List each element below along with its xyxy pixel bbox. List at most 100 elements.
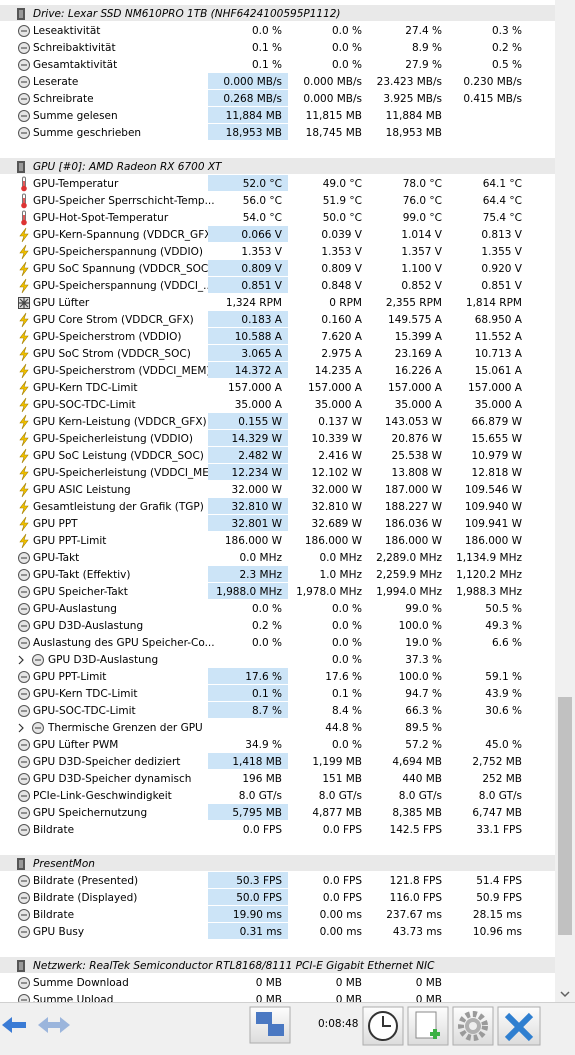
sensor-value: 32.689 W	[312, 518, 363, 530]
icon-fan	[18, 297, 30, 309]
sensor-label: GPU PPT-Limit	[33, 671, 106, 683]
sensor-value: 45.0 %	[485, 739, 522, 751]
icon-volt	[19, 482, 29, 498]
section-header	[0, 158, 555, 174]
sensor-value: 76.0 °C	[403, 195, 442, 207]
close-button[interactable]	[497, 1006, 541, 1046]
sensor-label: GPU Kern-Leistung (VDDCR_GFX)	[33, 416, 207, 428]
sensor-value: 157.000 A	[388, 382, 443, 394]
sensor-value: 196 MB	[242, 773, 282, 785]
sensor-label: GPU-Hot-Spot-Temperatur	[33, 212, 169, 224]
sensor-value: 1,199 MB	[312, 756, 362, 768]
nav-buttons[interactable]	[2, 1017, 70, 1033]
settings-button[interactable]	[452, 1006, 494, 1046]
icon-volt	[19, 363, 29, 379]
sensor-value: 2.3 MHz	[239, 569, 282, 581]
icon-volt	[19, 380, 29, 396]
sensor-value: 56.0 °C	[243, 195, 282, 207]
sensor-value: 75.4 °C	[483, 212, 522, 224]
sensor-label: Summe Upload	[33, 994, 113, 1006]
icon-shape	[19, 414, 29, 430]
icon-volt	[19, 533, 29, 549]
sensor-value: 186.036 W	[385, 518, 443, 530]
sensor-value: 50.3 FPS	[236, 875, 282, 887]
current-highlight	[208, 804, 288, 820]
current-highlight	[208, 413, 288, 429]
clock-button[interactable]	[362, 1006, 404, 1046]
sensor-value: 0.1 %	[252, 42, 282, 54]
sensor-value: 0 MB	[416, 994, 442, 1006]
sensor-value: 68.950 A	[475, 314, 523, 326]
current-highlight	[208, 923, 288, 939]
sensor-value: 12.818 W	[472, 467, 523, 479]
icon-gauge	[18, 773, 30, 785]
icon-shape	[19, 278, 29, 294]
icon-shape	[19, 329, 29, 345]
sensor-value: 0.1 %	[332, 688, 362, 700]
sensor-value: 1.355 V	[481, 246, 522, 258]
sensor-value: 30.6 %	[485, 705, 522, 717]
sensor-value: 11,884 MB	[226, 110, 282, 122]
sensor-value: 32.000 W	[312, 484, 363, 496]
sensor-value: 2,259.9 MHz	[376, 569, 442, 581]
sensor-label: GPU-Speicherspannung (VDDIO)	[33, 246, 203, 258]
sensor-value: 14.372 A	[235, 365, 283, 377]
sensor-value: 2.416 W	[318, 450, 362, 462]
sensor-value: 1,994.0 MHz	[376, 586, 442, 598]
expander[interactable]	[18, 723, 24, 733]
expander[interactable]	[18, 655, 24, 665]
sensor-value: 8.7 %	[252, 705, 282, 717]
sensor-label: Bildrate (Displayed)	[33, 892, 137, 904]
current-highlight	[208, 685, 288, 701]
network-button[interactable]	[249, 1006, 291, 1044]
sensor-label: GPU-Speicherstrom (VDDIO)	[33, 331, 181, 343]
sensor-value: 0.851 V	[241, 280, 282, 292]
sensor-value: 15.061 A	[475, 365, 523, 377]
icon-gauge	[18, 739, 30, 751]
current-highlight	[208, 311, 288, 327]
sensor-value: 0.0 %	[332, 739, 362, 751]
section-header	[0, 855, 555, 871]
sensor-label: Gesamtleistung der Grafik (TGP)	[33, 501, 204, 513]
sensor-value: 11,884 MB	[386, 110, 442, 122]
sensor-value: 0.155 W	[238, 416, 282, 428]
sensor-value: 10.339 W	[312, 433, 363, 445]
current-highlight	[208, 430, 288, 446]
icon-shape	[21, 185, 27, 192]
sensor-value: 49.3 %	[485, 620, 522, 632]
sensor-value: 15.655 W	[472, 433, 523, 445]
sensor-value: 50.0 °C	[323, 212, 362, 224]
scrollbar[interactable]	[555, 0, 575, 1002]
current-highlight	[208, 753, 288, 769]
current-highlight	[208, 566, 288, 582]
sensor-value: 54.0 °C	[243, 212, 282, 224]
sensor-value: 89.5 %	[405, 722, 442, 734]
sensor-value: 23.423 MB/s	[377, 76, 442, 88]
sensor-value: 0.0 FPS	[243, 824, 282, 836]
sensor-value: 157.000 A	[308, 382, 363, 394]
icon-gauge	[18, 93, 30, 105]
sensor-value: 10.96 ms	[473, 926, 522, 938]
icon-shape	[19, 298, 29, 308]
sensor-label: Summe Download	[33, 977, 129, 989]
sensor-value: 0 MB	[256, 994, 282, 1006]
sensor-value: 0 MB	[416, 977, 442, 989]
current-highlight	[208, 889, 288, 905]
sensor-value: 49.0 °C	[323, 178, 362, 190]
report-button[interactable]	[407, 1006, 449, 1046]
sensor-label: GPU Speicher-Takt	[33, 586, 128, 598]
section-icon	[19, 10, 23, 18]
icon-gauge	[32, 722, 44, 734]
sensor-value: 121.8 FPS	[390, 875, 443, 887]
icon-gauge	[18, 756, 30, 768]
sensor-value: 0 MB	[336, 994, 362, 1006]
sensor-value: 33.1 FPS	[476, 824, 522, 836]
sensor-label: GPU-Kern TDC-Limit	[33, 382, 138, 394]
sensor-value: 0.0 FPS	[323, 892, 362, 904]
section-icon	[19, 163, 23, 171]
icon-volt	[19, 431, 29, 447]
sensor-value: 0 MB	[336, 977, 362, 989]
sensor-label: GPU D3D-Auslastung	[33, 620, 143, 632]
sensor-value: 1,978.0 MHz	[296, 586, 362, 598]
